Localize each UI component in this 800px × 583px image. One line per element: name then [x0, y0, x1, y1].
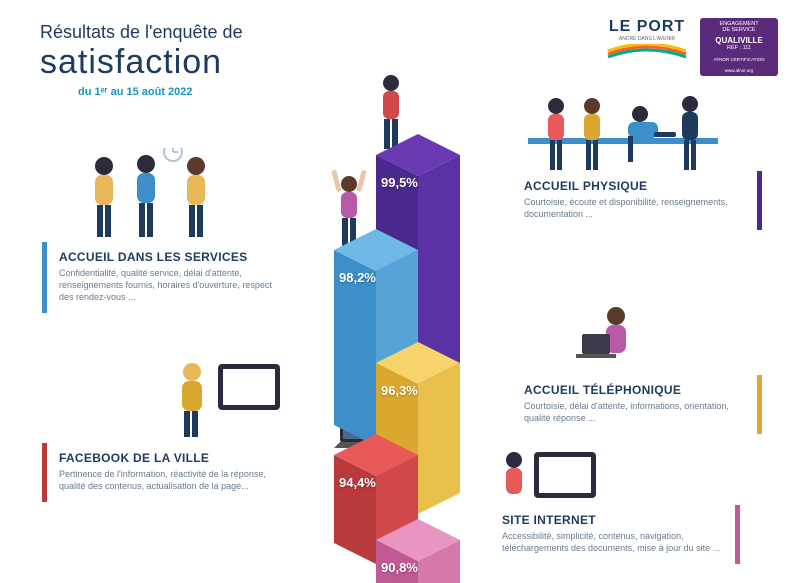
card-physique: ACCUEIL PHYSIQUE Courtoisie, écoute et di… [512, 171, 762, 230]
card-title-services: ACCUEIL DANS LES SERVICES [59, 250, 280, 264]
bar-value-yellow: 96,3% [381, 383, 418, 398]
bar-value-red: 94,4% [339, 475, 376, 490]
card-services: ACCUEIL DANS LES SERVICES Confidentialité… [42, 242, 292, 313]
card-telephone: ACCUEIL TÉLÉPHONIQUE Courtoisie, délai d'… [512, 375, 762, 434]
card-title-physique: ACCUEIL PHYSIQUE [524, 179, 745, 193]
person-laptop-icon [564, 304, 654, 378]
people-group-right-icon [528, 92, 718, 178]
bar-value-purple: 99,5% [381, 175, 418, 190]
card-facebook: FACEBOOK DE LA VILLE Pertinence de l'info… [42, 443, 292, 502]
people-group-left-icon [80, 148, 240, 244]
card-title-site: SITE INTERNET [502, 513, 723, 527]
card-title-facebook: FACEBOOK DE LA VILLE [59, 451, 280, 465]
person-tablet-left-icon [164, 358, 284, 442]
card-desc-physique: Courtoisie, écoute et disponibilité, ren… [524, 196, 745, 220]
card-desc-facebook: Pertinence de l'information, réactivité … [59, 468, 280, 492]
bar-value-blue: 98,2% [339, 270, 376, 285]
card-desc-telephone: Courtoisie, délai d'attente, information… [524, 400, 745, 424]
bar-pink: 90,8% [376, 540, 460, 583]
bar-value-pink: 90,8% [381, 560, 418, 575]
card-desc-site: Accessibilité, simplicité, contenus, nav… [502, 530, 723, 554]
card-title-telephone: ACCUEIL TÉLÉPHONIQUE [524, 383, 745, 397]
card-site: SITE INTERNET Accessibilité, simplicité, … [490, 505, 740, 564]
person-tablet-right-icon [494, 448, 604, 510]
card-desc-services: Confidentialité, qualité service, délai … [59, 267, 280, 303]
